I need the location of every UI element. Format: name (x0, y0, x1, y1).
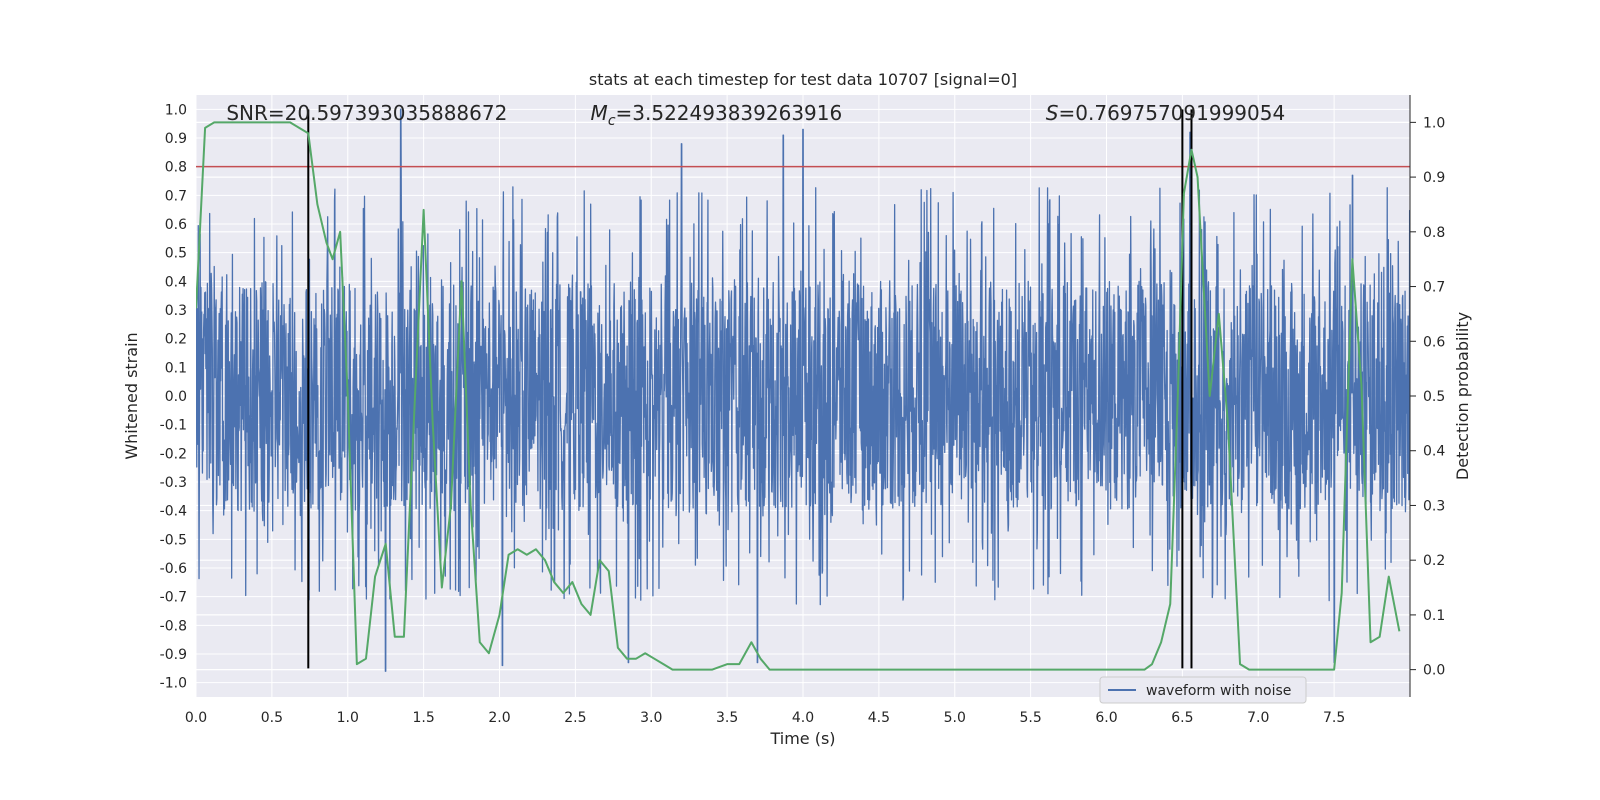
x-tick-label: 6.0 (1095, 710, 1117, 726)
y-right-tick-label: 0.5 (1423, 389, 1445, 405)
y-left-tick-label: -0.9 (160, 647, 187, 663)
y-right-tick-label: 0.2 (1423, 553, 1445, 569)
probability-series (196, 121, 1401, 671)
y-left-tick-label: -0.1 (160, 418, 187, 434)
x-tick-label: 5.0 (944, 710, 966, 726)
y-left-tick-label: 0.1 (165, 360, 187, 376)
y-right-tick-label: 0.6 (1423, 334, 1445, 350)
legend: waveform with noise (1099, 676, 1307, 704)
y-right-axis-label: Detection probability (1453, 312, 1472, 480)
y-right-tick-label: 1.0 (1423, 115, 1445, 131)
y-left-tick-label: -1.0 (160, 676, 187, 692)
plot-content (196, 108, 1410, 672)
waveform-series (196, 108, 1410, 672)
y-right-tick-label: 0.4 (1423, 444, 1445, 460)
x-tick-label: 0.0 (185, 710, 207, 726)
y-left-tick-label: 0.6 (165, 217, 187, 233)
legend-label: waveform with noise (1146, 683, 1291, 699)
x-tick-label: 5.5 (1019, 710, 1041, 726)
x-tick-label: 2.0 (488, 710, 510, 726)
legend-box (1099, 676, 1307, 704)
y-left-axis-ticks: -1.0 -0.9 -0.8 -0.7 -0.6 -0.5 -0.4 -0.3 -0.2 -0.1… (160, 102, 187, 691)
y-right-tick-label: 0.9 (1423, 170, 1445, 186)
y-left-tick-label: 0.7 (165, 188, 187, 204)
x-tick-label: 4.5 (868, 710, 890, 726)
x-tick-label: 2.5 (564, 710, 586, 726)
chart-title: stats at each timestep for test data 107… (589, 70, 1017, 89)
y-left-tick-label: 0.5 (165, 246, 187, 262)
y-left-tick-label: 0.4 (165, 274, 187, 290)
y-right-tick-label: 0.8 (1423, 225, 1445, 241)
s-symbol: S (1046, 101, 1059, 125)
x-tick-label: 6.5 (1171, 710, 1193, 726)
x-axis-label: Time (s) (769, 729, 835, 748)
x-axis-ticks: 0.0 0.5 1.0 1.5 2.0 2.5 3.0 3.5 4.0 4.5 5.0 5.5 6.0 6… (185, 710, 1345, 726)
y-left-tick-label: 0.9 (165, 131, 187, 147)
y-left-tick-label: 0.8 (165, 160, 187, 176)
y-right-tick-label: 0.0 (1423, 663, 1445, 679)
s-value: =0.769757091999054 (1059, 101, 1286, 125)
x-tick-label: 4.0 (792, 710, 814, 726)
y-left-axis-label: Whitened strain (122, 332, 141, 459)
x-tick-label: 7.0 (1247, 710, 1269, 726)
vertical-markers (307, 109, 1193, 669)
y-left-tick-label: 0.3 (165, 303, 187, 319)
y-right-axis-ticks: 0.0 0.1 0.2 0.3 0.4 0.5 0.6 0.7 0.8 0.9 1.0 (1410, 115, 1445, 679)
y-right-tick-label: 0.3 (1423, 498, 1445, 514)
y-left-tick-label: -0.2 (160, 446, 187, 462)
snr-annotation: SNR=20.597393035888672 (226, 101, 507, 125)
y-right-tick-label: 0.7 (1423, 280, 1445, 296)
y-left-tick-label: 1.0 (165, 102, 187, 118)
y-left-tick-label: -0.3 (160, 475, 187, 491)
chirp-mass-subscript: c (608, 113, 616, 129)
waveform-line (196, 108, 1410, 672)
x-tick-label: 3.0 (640, 710, 662, 726)
x-tick-label: 1.0 (337, 710, 359, 726)
x-tick-label: 0.5 (261, 710, 283, 726)
probability-line (196, 121, 1401, 671)
chirp-mass-symbol: M (591, 101, 608, 125)
y-left-tick-label: 0.2 (165, 332, 187, 348)
chirp-mass-value: =3.522493839263916 (616, 101, 843, 125)
y-left-tick-label: -0.8 (160, 618, 187, 634)
y-left-tick-label: -0.4 (160, 504, 187, 520)
y-left-tick-label: 0.0 (165, 389, 187, 405)
y-left-tick-label: -0.6 (160, 561, 187, 577)
chirp-mass-annotation: Mc=3.522493839263916 (591, 101, 843, 129)
x-tick-label: 7.5 (1323, 710, 1345, 726)
s-annotation: S=0.769757091999054 (1046, 101, 1285, 125)
y-left-tick-label: -0.7 (160, 590, 187, 606)
x-tick-label: 3.5 (716, 710, 738, 726)
y-right-tick-label: 0.1 (1423, 608, 1445, 624)
y-left-tick-label: -0.5 (160, 532, 187, 548)
x-tick-label: 1.5 (412, 710, 434, 726)
